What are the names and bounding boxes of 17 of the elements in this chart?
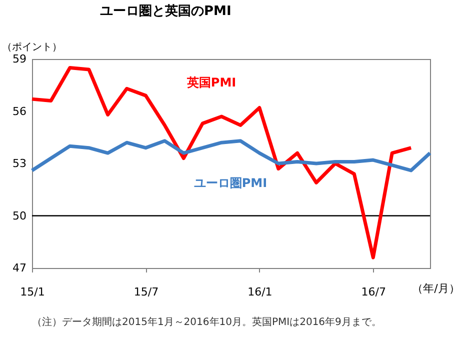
text: 英国PMI [186,75,236,90]
y-tick-label: 47 [12,262,26,274]
x-tick-label: 16/1 [248,286,272,298]
chart-title: ユーロ圏と英国のPMI [100,4,232,19]
y-tick-label: 59 [12,52,26,66]
line-series [30,139,432,172]
series-label: ユーロ圏PMI [194,176,268,190]
y-axis-title: （ポイント） [2,42,62,53]
x-tick-label: 16/7 [361,286,386,298]
y-tick-label: 53 [12,157,26,170]
text: （注）データ期間は2015年1月～2016年10月。英国PMIは2016年9月まで。 [32,316,382,328]
line-series [30,66,413,260]
y-tick-label: 50 [12,209,26,222]
y-tick-label: 56 [12,104,26,118]
x-axis-title: （年/月） [412,282,460,295]
x-tick-label: 15/1 [20,286,45,298]
x-tick-label: 15/7 [134,286,159,298]
